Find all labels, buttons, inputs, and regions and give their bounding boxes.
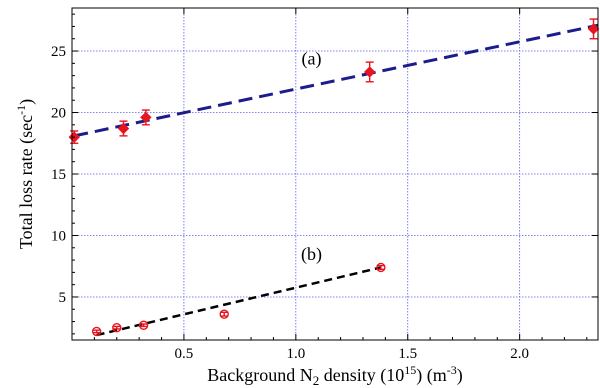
data-point [219,309,229,319]
data-point [117,120,130,137]
circle-marker [112,323,122,333]
series-label-b: (b) [301,244,322,265]
x-tick-label: 1.0 [286,346,305,362]
data-point [587,18,600,40]
y-tick-label: 25 [51,44,66,60]
circle-marker [91,326,102,337]
series-label-a: (a) [302,49,322,70]
x-tick-label: 0.5 [175,346,194,362]
fit-line-a [73,23,599,138]
data-point [376,262,386,273]
data-point [91,326,102,337]
fit-line-b [96,266,382,337]
data-points [68,18,600,337]
circle-marker [138,320,149,330]
data-point [363,61,376,83]
fit-lines [73,23,599,337]
diamond-marker [140,111,152,124]
diamond-marker [587,23,600,35]
tick-labels: 0.5 1.0 1.5 2.0 5 10 15 20 25 (a) (b) [51,44,529,362]
y-tick-label: 10 [51,228,66,244]
circle-marker [376,262,386,273]
data-point [112,323,122,333]
x-tick-label: 2.0 [510,346,529,362]
y-tick-label: 20 [51,106,66,122]
data-point [138,320,149,330]
y-tick-label: 5 [59,290,67,306]
x-axis-label: Background N2 density (1015) (m-3) [207,363,462,388]
axis-ticks [72,8,598,340]
grid-lines [72,8,598,340]
y-axis-label: Total loss rate (sec-1) [14,99,37,249]
diamond-marker [363,66,376,78]
x-tick-label: 1.5 [398,346,417,362]
data-point [140,109,152,126]
y-tick-label: 15 [51,167,66,183]
circle-marker [219,309,229,319]
diamond-marker [117,122,130,135]
